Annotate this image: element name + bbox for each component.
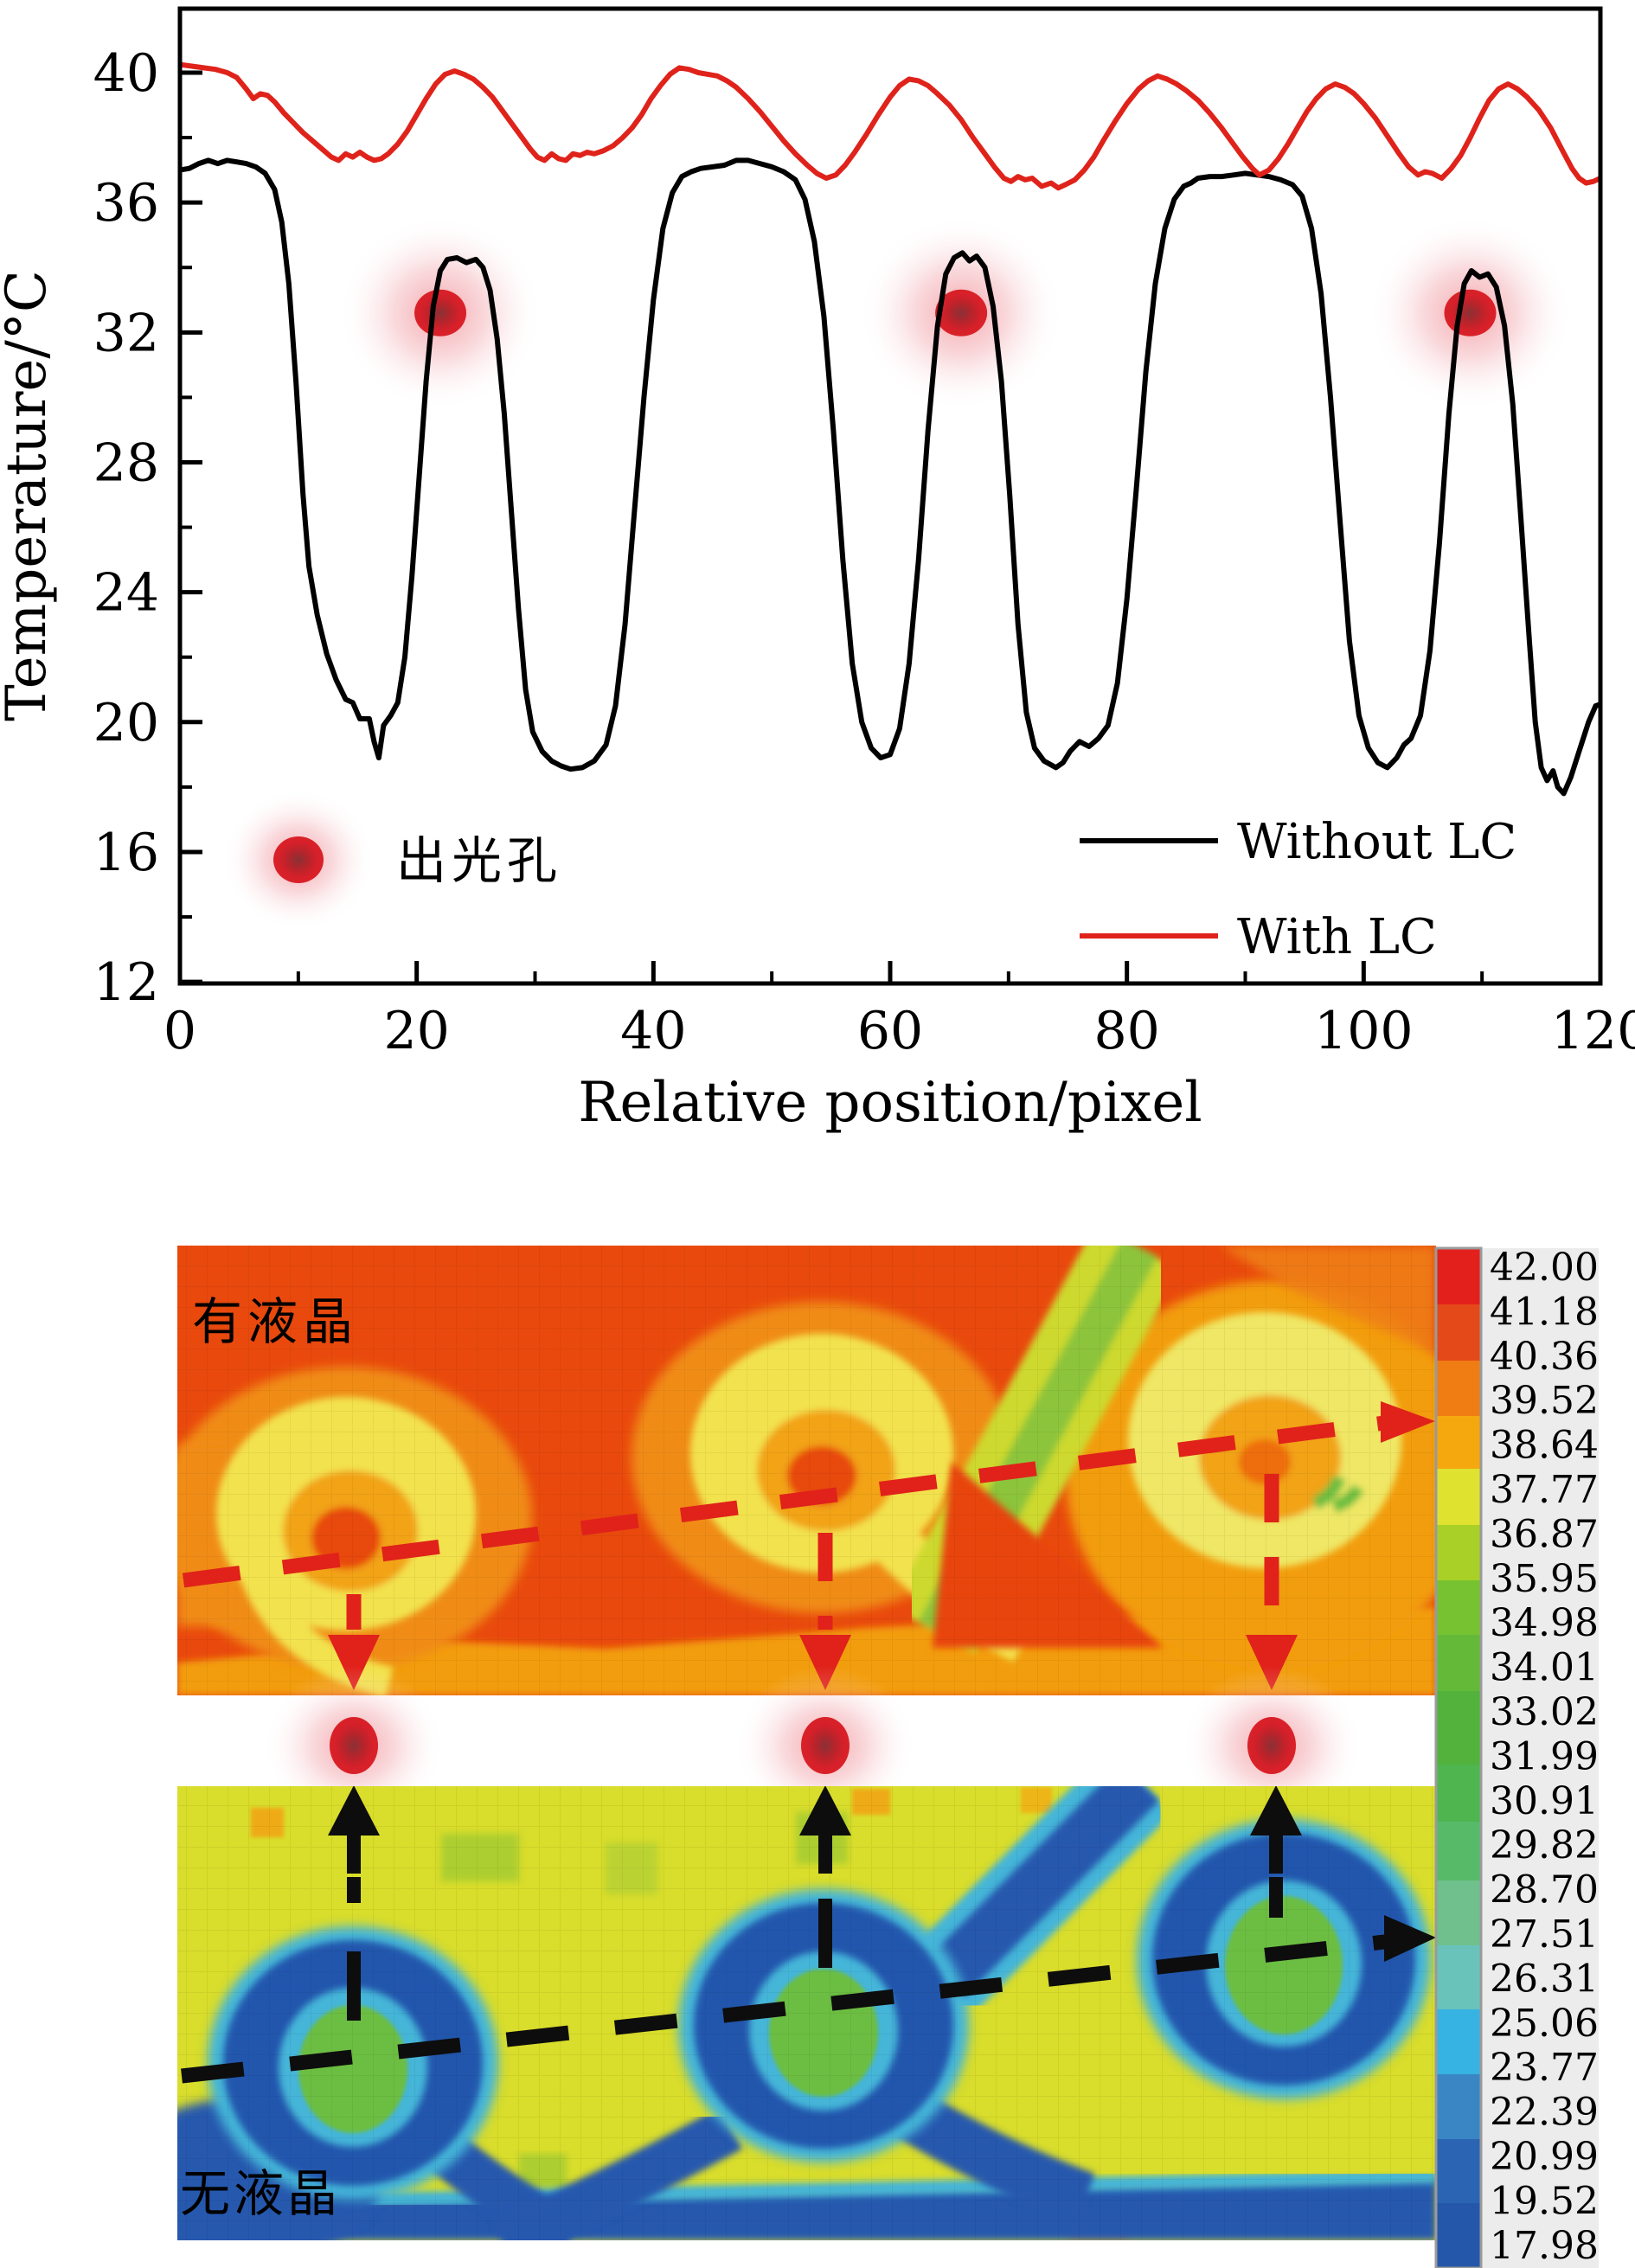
- x-tick-label: 60: [857, 1001, 923, 1061]
- y-tick-label: 36: [93, 173, 159, 234]
- colorbar-labels: 42.0041.1840.3639.5238.6437.7736.8735.95…: [1490, 1246, 1599, 2268]
- colorbar-label: 20.99: [1490, 2135, 1599, 2179]
- thermal-top-label: 有液晶: [192, 1292, 358, 1351]
- thermal-bottom-label: 无液晶: [180, 2164, 341, 2223]
- scan-line-without-lc: [181, 1786, 1436, 2084]
- light-hole-glow-marker: [338, 215, 543, 410]
- colorbar-label: 42.00: [1490, 1246, 1599, 1290]
- colorbar-segment: [1436, 2009, 1481, 2075]
- colorbar-label: 33.02: [1490, 1690, 1599, 1734]
- colorbar-label: 38.64: [1490, 1424, 1599, 1468]
- colorbar-frame: [1434, 1246, 1483, 2268]
- gap-hole-1: [263, 1666, 445, 1825]
- legend-label-without-lc: Without LC: [1237, 814, 1516, 870]
- hole-marker-label: 出光孔: [396, 831, 562, 890]
- light-hole-markers: [338, 215, 1573, 410]
- x-tick-label: 80: [1093, 1001, 1159, 1061]
- hole-arrow-red-2: [799, 1533, 851, 1690]
- colorbar-label: 28.70: [1490, 1868, 1599, 1912]
- hole-dot: [273, 836, 324, 883]
- light-hole-glow-marker: [859, 215, 1064, 410]
- colorbar-label: 30.91: [1490, 1779, 1599, 1823]
- colorbar-segment: [1436, 2074, 1481, 2140]
- curve-without-lc: [180, 157, 1600, 797]
- scan-line-with-lc: [182, 1401, 1435, 1690]
- colorbar-label: 40.36: [1490, 1335, 1599, 1379]
- colorbar-label: 34.01: [1490, 1646, 1599, 1690]
- colorbar-label: 22.39: [1490, 2091, 1599, 2135]
- hole-arrow-black-2: [799, 1786, 851, 1968]
- curve-with-lc: [180, 61, 1600, 191]
- y-tick-label: 16: [93, 823, 159, 883]
- colorbar-label: 23.77: [1490, 2046, 1599, 2090]
- colorbar-label: 36.87: [1490, 1512, 1599, 1556]
- colorbar-label: 27.51: [1490, 1912, 1599, 1957]
- colorbar-segment: [1436, 1822, 1481, 1881]
- x-tick-label: 40: [620, 1001, 686, 1061]
- colorbar-segment: [1436, 1945, 1481, 2010]
- colorbar-segment: [1436, 1580, 1481, 1636]
- gap-hole-2: [734, 1666, 916, 1825]
- hole-arrow-red-3: [1246, 1474, 1298, 1690]
- y-tick-label: 28: [93, 432, 159, 493]
- y-tick-label: 12: [93, 952, 159, 1013]
- colorbar-label: 29.82: [1490, 1823, 1599, 1868]
- colorbar-label: 25.06: [1490, 2002, 1599, 2046]
- hole-arrow-black-1: [328, 1786, 380, 2021]
- colorbar-segment: [1436, 1525, 1481, 1581]
- x-tick-label: 0: [164, 1001, 196, 1061]
- colorbar-segment: [1436, 2203, 1481, 2268]
- y-tick-label: 20: [93, 693, 159, 753]
- colorbar-label: 31.99: [1490, 1734, 1599, 1778]
- temperature-colorbar: 42.0041.1840.3639.5238.6437.7736.8735.95…: [1434, 1246, 1599, 2268]
- pixel-texture-top: [177, 1246, 1436, 1695]
- colorbar-segment: [1436, 1416, 1481, 1470]
- x-tick-label: 100: [1314, 1001, 1414, 1061]
- y-tick-label: 24: [93, 563, 159, 624]
- scan-arrowhead-black: [1384, 1915, 1436, 1962]
- thermal-image-without-lc: 无液晶: [177, 1786, 1436, 2240]
- hole-arrow-red-1: [328, 1594, 380, 1690]
- y-tick-label: 40: [93, 43, 159, 104]
- x-tick-label: 120: [1551, 1001, 1635, 1061]
- hole-marker-legend: 出光孔: [222, 789, 562, 931]
- y-tick-label: 32: [93, 303, 159, 363]
- axis-tick-labels: 40 36 32 28 24 20 16 120 20 40 60 80 100 120: [93, 43, 1635, 1061]
- colorbar-label: 37.77: [1490, 1468, 1599, 1512]
- colorbar-segment: [1436, 2139, 1481, 2204]
- colorbar-label: 17.98: [1490, 2224, 1599, 2268]
- colorbar-strip: [1436, 1248, 1481, 2268]
- x-tick-label: 20: [383, 1001, 449, 1061]
- temperature-chart: 40 36 32 28 24 20 16 120 20 40 60 80 100 120 Temperat…: [0, 6, 1635, 1135]
- colorbar-label: 19.52: [1490, 2179, 1599, 2223]
- colorbar-label: 39.52: [1490, 1379, 1599, 1423]
- x-axis-title: Relative position/pixel: [578, 1071, 1202, 1135]
- legend-label-with-lc: With LC: [1237, 909, 1437, 965]
- colorbar-label: 41.18: [1490, 1290, 1599, 1334]
- colorbar-segment: [1436, 1880, 1481, 1946]
- thermal-image-with-lc: 有液晶: [177, 1246, 1436, 1695]
- colorbar-segment: [1436, 1304, 1481, 1361]
- hole-arrow-black-3: [1250, 1786, 1302, 1918]
- colorbar-label: 26.31: [1490, 1957, 1599, 2001]
- colorbar-segment: [1436, 1691, 1481, 1765]
- colorbar-segment: [1436, 1361, 1481, 1417]
- colorbar-label: 35.95: [1490, 1557, 1599, 1601]
- colorbar-label-panel: [1481, 1248, 1599, 2268]
- scan-arrowhead-red: [1381, 1401, 1435, 1443]
- colorbar-segment: [1436, 1765, 1481, 1823]
- light-hole-glow-marker: [1368, 215, 1573, 410]
- chart-legend: Without LC With LC: [1080, 814, 1516, 965]
- colorbar-label: 34.98: [1490, 1601, 1599, 1645]
- axis-ticks: [177, 70, 1603, 984]
- colorbar-segment: [1436, 1469, 1481, 1526]
- pixel-texture-bottom: [177, 1786, 1436, 2240]
- colorbar-segment: [1436, 1248, 1481, 1305]
- gap-hole-markers: [263, 1666, 1362, 1825]
- y-axis-title: Temperature/°C: [0, 270, 59, 721]
- gap-hole-3: [1181, 1666, 1362, 1825]
- colorbar-segment: [1436, 1635, 1481, 1692]
